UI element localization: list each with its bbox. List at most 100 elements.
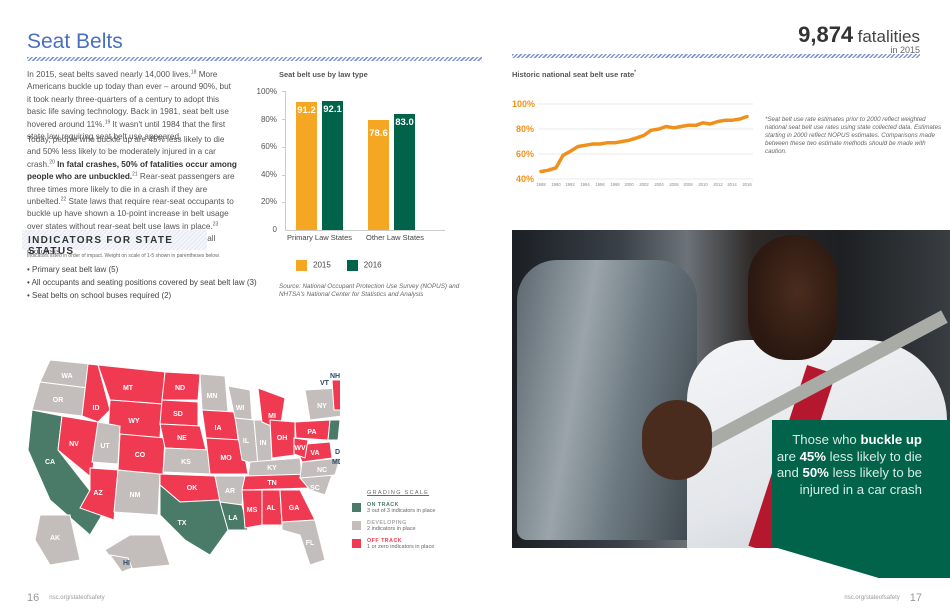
svg-text:2000: 2000 bbox=[624, 182, 634, 187]
svg-text:1998: 1998 bbox=[610, 182, 620, 187]
svg-text:AL: AL bbox=[266, 505, 276, 512]
svg-text:TN: TN bbox=[267, 480, 276, 487]
svg-text:MS: MS bbox=[247, 507, 258, 514]
svg-text:GA: GA bbox=[289, 505, 300, 512]
y-tick: 0 bbox=[272, 225, 277, 234]
svg-text:CA: CA bbox=[45, 459, 55, 466]
svg-text:KS: KS bbox=[181, 459, 191, 466]
svg-text:WI: WI bbox=[236, 405, 245, 412]
svg-text:NY: NY bbox=[317, 403, 327, 410]
svg-text:UT: UT bbox=[100, 443, 110, 450]
chart-source: Source: National Occupant Protection Use… bbox=[279, 283, 460, 298]
grading-scale-heading: GRADING SCALE bbox=[367, 490, 430, 496]
svg-text:IL: IL bbox=[243, 438, 250, 445]
svg-text:IA: IA bbox=[215, 425, 222, 432]
line-chart-title: Historic national seat belt use rate* bbox=[512, 69, 637, 79]
y-tick: 80% bbox=[260, 115, 277, 124]
bar-chart: 100% 80% 60% 40% 20% 0 91.2 92.1 78.6 83… bbox=[255, 85, 455, 250]
footer-url[interactable]: nsc.org/stateofsafety bbox=[844, 595, 900, 601]
svg-text:CO: CO bbox=[135, 452, 146, 459]
svg-text:HI: HI bbox=[123, 560, 130, 567]
indicators-note: Indicators listed in order of impact. We… bbox=[27, 253, 220, 259]
headline-divider bbox=[512, 54, 920, 58]
svg-text:1988: 1988 bbox=[536, 182, 546, 187]
indicator-item: All occupants and seating positions cove… bbox=[27, 277, 257, 290]
indicator-item: Primary seat belt law (5) bbox=[27, 264, 257, 277]
y-tick: 20% bbox=[260, 197, 277, 206]
category-label: Other Law States bbox=[366, 233, 424, 242]
grade-on-track: ON TRACK 3 out of 3 indicators in place bbox=[352, 502, 436, 514]
svg-text:NE: NE bbox=[177, 435, 187, 442]
svg-text:AR: AR bbox=[225, 488, 235, 495]
line-chart: 100% 80% 60% 40% 1988 1990 1992 1994 1996 1998 2… bbox=[512, 99, 753, 187]
svg-text:OH: OH bbox=[277, 435, 288, 442]
footer-url[interactable]: nsc.org/stateofsafety bbox=[49, 595, 105, 601]
svg-text:1992: 1992 bbox=[565, 182, 575, 187]
svg-text:VT: VT bbox=[320, 380, 330, 387]
svg-text:PA: PA bbox=[307, 429, 316, 436]
svg-text:OK: OK bbox=[187, 485, 198, 492]
svg-text:2006: 2006 bbox=[669, 182, 679, 187]
svg-text:IN: IN bbox=[260, 440, 267, 447]
y-tick: 60% bbox=[260, 142, 277, 151]
svg-text:KY: KY bbox=[267, 465, 277, 472]
line-chart-footnote: *Seat belt use rate estimates prior to 2… bbox=[765, 116, 942, 155]
svg-text:NV: NV bbox=[69, 441, 79, 448]
svg-text:SC: SC bbox=[310, 485, 320, 492]
bar-chart-title: Seat belt use by law type bbox=[279, 70, 368, 79]
y-tick: 40% bbox=[260, 170, 277, 179]
svg-text:1994: 1994 bbox=[580, 182, 590, 187]
svg-text:2010: 2010 bbox=[698, 182, 708, 187]
page-number: 17 bbox=[909, 592, 922, 604]
intro-paragraph: In 2015, seat belts saved nearly 14,000 … bbox=[27, 69, 231, 142]
svg-text:AK: AK bbox=[50, 535, 60, 542]
svg-text:NM: NM bbox=[130, 492, 141, 499]
bar-chart-legend: 2015 2016 bbox=[296, 260, 382, 271]
page-number: 16 bbox=[27, 592, 40, 604]
svg-text:2012: 2012 bbox=[713, 182, 723, 187]
svg-text:2002: 2002 bbox=[639, 182, 649, 187]
svg-text:AZ: AZ bbox=[93, 490, 103, 497]
grade-off-track: OFF TRACK 1 or zero indicators in place bbox=[352, 538, 436, 550]
bar-primary-2015: 91.2 bbox=[296, 102, 317, 230]
page-title: Seat Belts bbox=[27, 30, 123, 53]
svg-text:LA: LA bbox=[228, 515, 237, 522]
svg-text:NC: NC bbox=[317, 467, 327, 474]
svg-text:TX: TX bbox=[178, 520, 187, 527]
svg-text:2004: 2004 bbox=[654, 182, 664, 187]
svg-text:40%: 40% bbox=[516, 174, 534, 184]
svg-text:60%: 60% bbox=[516, 149, 534, 159]
svg-text:MN: MN bbox=[207, 393, 218, 400]
title-divider bbox=[27, 57, 482, 61]
svg-text:MI: MI bbox=[268, 413, 276, 420]
indicator-list: Primary seat belt law (5) All occupants … bbox=[27, 264, 257, 302]
indicators-heading: INDICATORS FOR STATE STATUS bbox=[22, 230, 207, 257]
svg-text:100%: 100% bbox=[512, 99, 535, 109]
callout-box bbox=[772, 420, 950, 578]
svg-text:WV: WV bbox=[294, 445, 306, 452]
svg-text:FL: FL bbox=[306, 540, 315, 547]
y-axis bbox=[285, 91, 286, 231]
svg-text:2016: 2016 bbox=[742, 182, 752, 187]
fatalities-headline: 9,874 fatalities in 2015 bbox=[798, 22, 920, 55]
bar-other-2015: 78.6 bbox=[368, 120, 389, 230]
y-tick: 100% bbox=[256, 87, 277, 96]
svg-text:ND: ND bbox=[175, 385, 185, 392]
svg-text:WA: WA bbox=[61, 373, 72, 380]
svg-text:80%: 80% bbox=[516, 124, 534, 134]
legend-item-2016: 2016 bbox=[346, 260, 382, 271]
footer-left: 16 nsc.org/stateofsafety bbox=[27, 592, 115, 604]
bar-primary-2016: 92.1 bbox=[322, 101, 343, 230]
svg-text:2008: 2008 bbox=[683, 182, 693, 187]
svg-text:2014: 2014 bbox=[727, 182, 737, 187]
svg-text:DE: DE bbox=[335, 449, 340, 456]
indicator-item: Seat belts on school buses required (2) bbox=[27, 290, 257, 303]
us-state-status-map: WA OR CA NV ID MT WY UT CO AZ NM ND SD N… bbox=[27, 359, 340, 573]
legend-item-2015: 2015 bbox=[296, 260, 331, 271]
svg-text:MT: MT bbox=[123, 385, 134, 392]
svg-text:VA: VA bbox=[310, 450, 319, 457]
svg-text:WY: WY bbox=[128, 418, 140, 425]
svg-text:1996: 1996 bbox=[595, 182, 605, 187]
grading-scale-legend: GRADING SCALE ON TRACK 3 out of 3 indicat… bbox=[352, 490, 436, 556]
bar-other-2016: 83.0 bbox=[394, 113, 415, 230]
